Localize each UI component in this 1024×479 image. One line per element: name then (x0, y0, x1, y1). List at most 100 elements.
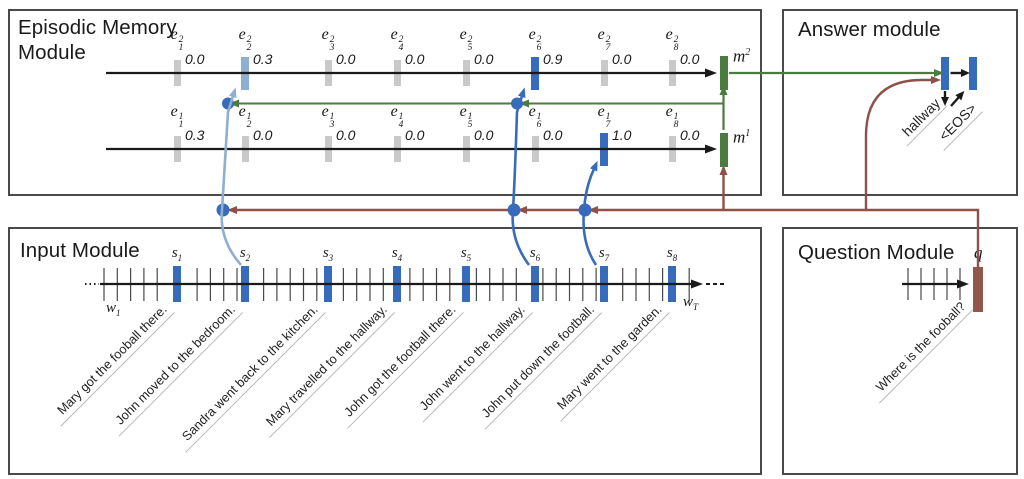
sentence-index: 1 (177, 253, 183, 263)
episode-index: 4 (398, 120, 404, 130)
episode-index: 2 (536, 35, 542, 45)
gate-value-e2-2: 0.3 (253, 51, 273, 67)
wT-base: w (683, 294, 694, 310)
gate-dot-s6 (507, 203, 521, 217)
episode-symbol: e (170, 26, 178, 43)
episode-index: 1 (398, 112, 404, 122)
episode-index: 1 (673, 112, 679, 122)
episode-index: 8 (673, 43, 679, 53)
sentence-symbol: s (391, 245, 398, 261)
sentence-index: 7 (604, 253, 610, 263)
episode-index: 1 (536, 112, 542, 122)
episode-symbol: e (238, 26, 246, 43)
gate-value-e2-4: 0.0 (405, 51, 425, 67)
episode-index: 2 (246, 35, 252, 45)
episode-symbol: e (459, 103, 467, 120)
episode-index: 2 (398, 35, 404, 45)
episode-bar-e2-5 (462, 60, 470, 86)
episode-bar-e1-1 (173, 136, 181, 162)
episode-bar-e1-5 (462, 136, 470, 162)
episode-symbol: e (665, 26, 673, 43)
episode-bar-e1-6 (531, 136, 539, 162)
episode-bar-e2-8 (668, 60, 676, 86)
memory-bar-m2 (720, 56, 728, 90)
episode-index: 1 (329, 112, 335, 122)
episode-index: 1 (178, 120, 184, 130)
episode-symbol: e (528, 26, 536, 43)
sentence-marker-s2 (241, 266, 249, 302)
gate-value-e1-1: 0.3 (185, 127, 205, 143)
memory-bar-m1 (720, 133, 728, 167)
episode-index: 6 (536, 120, 542, 130)
gate-value-e1-6: 0.0 (543, 127, 563, 143)
gate-value-e1-4: 0.0 (405, 127, 425, 143)
sentence-marker-s6 (531, 266, 539, 302)
episode-bar-e1-2 (241, 136, 249, 162)
question-label-q: q (974, 243, 983, 262)
answer-step1-bar (941, 57, 949, 90)
gate-value-e2-5: 0.0 (474, 51, 494, 67)
episode-symbol: e (238, 103, 246, 120)
m1-base: m (733, 127, 746, 147)
sentence-symbol: s (171, 245, 178, 261)
episode-symbol: e (390, 103, 398, 120)
gate-dot-s2 (216, 203, 230, 217)
episode-bar-e1-7 (600, 133, 608, 166)
episode-index: 3 (329, 120, 335, 130)
episode-index: 5 (467, 120, 473, 130)
gate-value-e2-6: 0.9 (543, 51, 563, 67)
sentence-marker-s8 (668, 266, 676, 302)
sentence-marker-s5 (462, 266, 470, 302)
sentence-label-s7: s7 (584, 246, 624, 266)
gate-value-e2-7: 0.0 (612, 51, 632, 67)
sentence-symbol: s (460, 245, 467, 261)
episode-symbol: e (528, 103, 536, 120)
episode-symbol: e (321, 103, 329, 120)
sentence-symbol: s (322, 245, 329, 261)
episode-bar-e2-3 (324, 60, 332, 86)
gate-value-e2-8: 0.0 (680, 51, 700, 67)
wT-sub: T (693, 302, 699, 312)
question-vector-bar (973, 267, 983, 312)
m2-base: m (733, 46, 746, 66)
episode-index: 2 (467, 35, 473, 45)
episode-bar-e2-6 (531, 57, 539, 90)
episode-index: 8 (673, 120, 679, 130)
memory-label-m1: m1 (733, 125, 750, 146)
sentence-label-s3: s3 (308, 246, 348, 266)
word-start-label: w1 (106, 301, 121, 321)
sentence-label-s6: s6 (515, 246, 555, 266)
gate-value-e1-5: 0.0 (474, 127, 494, 143)
episode-symbol: e (390, 26, 398, 43)
sentence-label-s1: s1 (157, 246, 197, 266)
episode-index: 7 (605, 43, 611, 53)
episode-symbol: e (665, 103, 673, 120)
episode-symbol: e (321, 26, 329, 43)
w1-sub: 1 (116, 308, 121, 318)
episode-bar-e1-3 (324, 136, 332, 162)
answer-module-title: Answer module (798, 18, 941, 41)
gate-dot-s7 (578, 203, 592, 217)
input-module-box (8, 227, 762, 475)
input-module-title: Input Module (20, 239, 140, 262)
question-module-title: Question Module (798, 241, 955, 264)
